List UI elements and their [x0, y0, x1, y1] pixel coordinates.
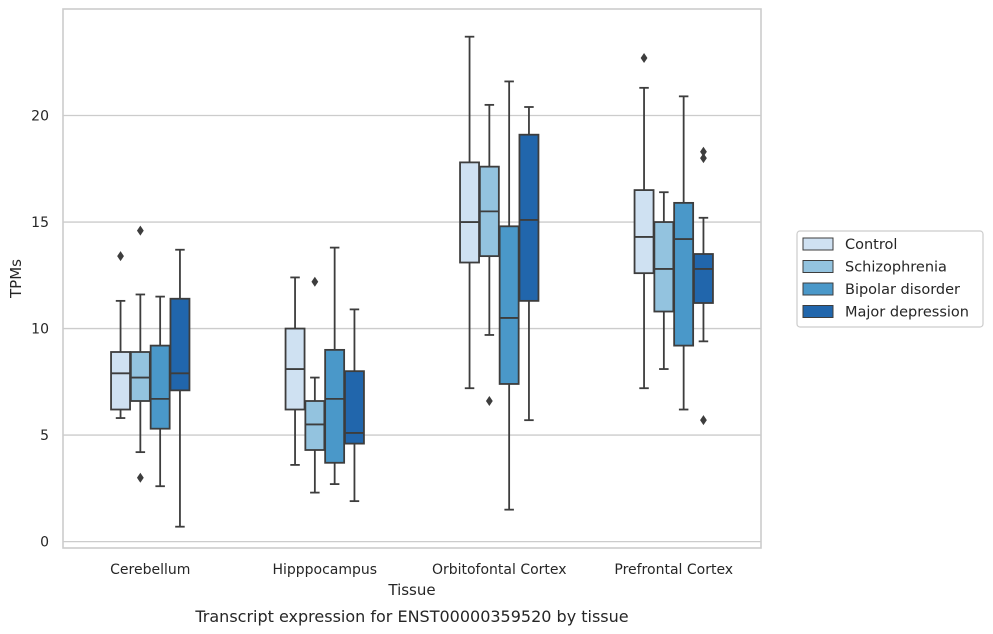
box-control [284, 276, 306, 466]
iqr-box [673, 201, 695, 347]
legend-label: Schizophrenia [845, 260, 947, 276]
legend-label: Control [845, 237, 897, 253]
box-bipolar-disorder [324, 246, 346, 485]
x-axis-label: Tissue [387, 581, 435, 599]
legend-swatch [802, 282, 834, 296]
outlier-point [700, 153, 707, 164]
iqr-box [693, 253, 714, 304]
y-tick-label: 10 [31, 322, 49, 338]
y-tick-label: 0 [40, 535, 49, 551]
boxes [110, 35, 714, 528]
x-tick-labels: Cerebellum Hipppocampus Orbitofontal Corte… [110, 562, 733, 578]
outlier-point [136, 225, 144, 236]
box-major-depression [344, 308, 365, 503]
iqr-box [459, 161, 480, 264]
x-tick-label: Hipppocampus [272, 562, 377, 578]
x-tick-label: Orbitofontal Cortex [432, 562, 567, 578]
box-schizophrenia [478, 103, 500, 406]
y-tick-labels: 0 5 10 15 20 [31, 109, 49, 551]
box-control [110, 251, 131, 419]
x-tick-label: Prefrontal Cortex [614, 562, 733, 578]
iqr-box [633, 189, 655, 275]
box-schizophrenia [129, 225, 151, 483]
outlier-point [700, 415, 707, 426]
chart-caption: Transcript expression for ENST0000035952… [194, 607, 628, 626]
box-major-depression [693, 146, 714, 426]
y-tick-label: 15 [31, 215, 49, 231]
y-tick-label: 5 [40, 428, 49, 444]
legend-label: Major depression [845, 305, 969, 321]
plot-frame [62, 8, 762, 549]
x-tick-label: Cerebellum [110, 562, 190, 578]
legend-swatch [802, 237, 834, 251]
outlier-point [136, 472, 144, 483]
legend-label: Bipolar disorder [845, 282, 960, 298]
y-axis-label: TPMs [7, 259, 25, 299]
box-major-depression [518, 106, 540, 422]
box-bipolar-disorder [498, 80, 520, 511]
box-schizophrenia [304, 276, 326, 494]
iqr-box [110, 351, 131, 411]
legend-swatch [802, 305, 834, 318]
iqr-box [149, 344, 171, 430]
legend: Control Schizophrenia Bipolar disorder Majo… [796, 230, 984, 328]
outlier-point [485, 396, 493, 406]
grid-lines [63, 114, 761, 543]
legend-swatch [802, 260, 834, 273]
outlier-point [311, 276, 319, 287]
box-bipolar-disorder [673, 95, 695, 411]
iqr-box [324, 348, 346, 464]
iqr-box [344, 370, 365, 445]
iqr-box [518, 133, 540, 302]
legend-frame [796, 230, 984, 328]
box-schizophrenia [653, 191, 675, 370]
box-major-depression [169, 248, 191, 528]
box-control [633, 53, 655, 390]
iqr-box [129, 351, 151, 402]
outlier-point [640, 53, 648, 63]
y-tick-label: 20 [31, 109, 49, 125]
iqr-box [169, 297, 191, 392]
iqr-box [304, 400, 326, 451]
box-control [459, 35, 480, 390]
box-bipolar-disorder [149, 295, 171, 488]
outlier-point [700, 146, 707, 157]
iqr-box [653, 221, 675, 313]
iqr-box [498, 225, 520, 385]
outlier-point [117, 251, 124, 262]
